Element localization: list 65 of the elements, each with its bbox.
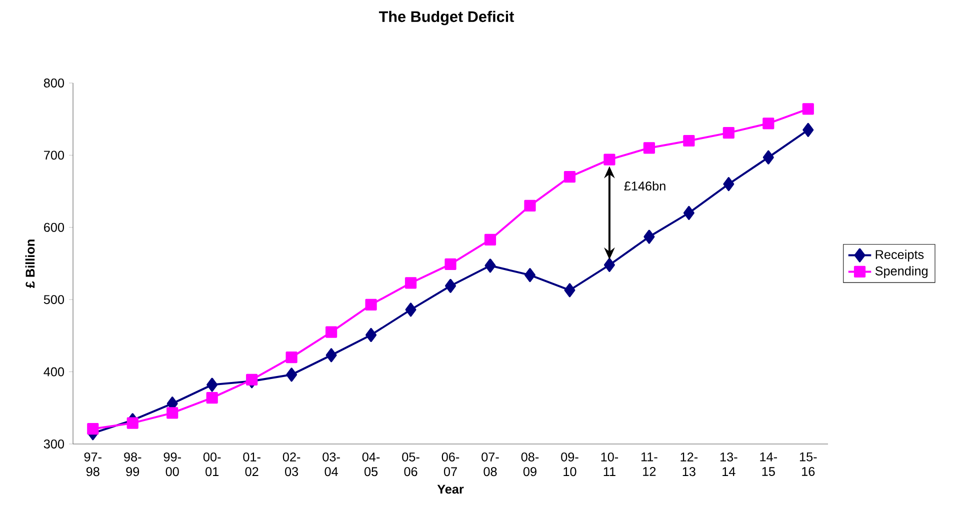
x-tick-label: 07-08 — [482, 452, 499, 476]
x-tick-label: 14-15 — [760, 452, 777, 476]
point — [524, 268, 536, 282]
point — [325, 326, 338, 338]
point — [445, 278, 456, 293]
x-tick-label: 01-02 — [243, 452, 260, 476]
x-tick-label: 03-04 — [322, 452, 340, 476]
point — [802, 122, 814, 137]
point — [405, 302, 416, 317]
x-axis-title: Year — [437, 484, 464, 494]
point — [604, 154, 616, 166]
y-tick-label: 700 — [44, 150, 64, 160]
point — [246, 374, 258, 386]
y-tick-label: 600 — [44, 222, 64, 232]
x-tick-label: 02-03 — [282, 452, 300, 476]
x-tick-label: 13-14 — [720, 452, 738, 476]
point — [286, 368, 298, 382]
x-tick-label: 15-16 — [800, 452, 817, 476]
legend-label: Spending — [875, 266, 928, 278]
point — [683, 206, 694, 220]
point — [722, 127, 734, 139]
y-tick-label: 500 — [44, 295, 64, 304]
point — [802, 103, 814, 115]
point — [524, 200, 536, 212]
point — [365, 298, 377, 310]
point — [484, 234, 496, 246]
x-tick-label: 06-07 — [442, 452, 460, 476]
point — [286, 352, 298, 364]
point — [126, 417, 138, 429]
point — [564, 171, 576, 183]
x-tick-label: 11-12 — [641, 452, 658, 476]
point — [206, 378, 218, 392]
y-tick-label: 400 — [44, 367, 64, 376]
y-axis-title: £ Billion — [25, 240, 35, 288]
y-tick-label: 300 — [44, 440, 64, 448]
point — [564, 283, 576, 298]
x-tick-label: 08-09 — [521, 452, 539, 476]
point — [484, 258, 496, 273]
x-tick-label: 12-13 — [680, 452, 698, 476]
x-tick-label: 98-99 — [124, 452, 142, 476]
point — [404, 277, 417, 289]
point — [206, 392, 218, 404]
legend-label: Receipts — [876, 250, 924, 262]
point — [166, 407, 178, 419]
x-tick-label: 10-11 — [601, 452, 618, 476]
point — [643, 142, 655, 154]
x-tick-label: 97-98 — [84, 452, 102, 476]
point — [762, 150, 774, 164]
x-tick-label: 05-06 — [402, 452, 420, 476]
chart-title: The Budget Deficit — [378, 10, 514, 26]
point — [604, 258, 615, 272]
point — [87, 423, 99, 435]
point — [723, 177, 734, 192]
point — [326, 348, 337, 362]
point — [762, 118, 774, 130]
x-tick-label: 04-05 — [362, 452, 380, 476]
point — [366, 328, 377, 342]
point — [444, 258, 456, 270]
x-tick-label: 09-10 — [561, 452, 578, 476]
annotation: £146bn — [624, 181, 666, 191]
x-tick-label: 99-00 — [164, 452, 181, 476]
y-tick-label: 800 — [44, 78, 64, 88]
x-tick-label: 00-01 — [203, 452, 221, 476]
point — [644, 230, 655, 244]
point — [683, 134, 695, 147]
